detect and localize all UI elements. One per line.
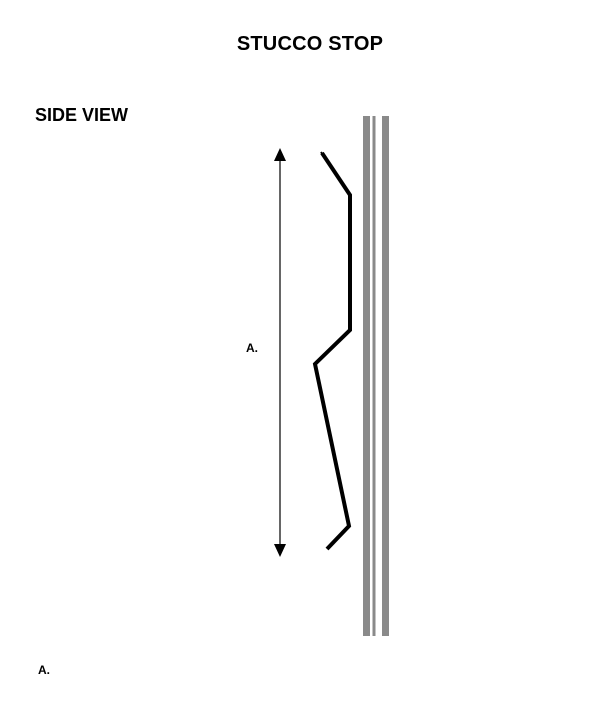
- dimension-arrow-bottom-icon: [274, 544, 286, 557]
- dimension-arrow-top-icon: [274, 148, 286, 161]
- wall-line-1: [363, 116, 370, 636]
- wall-line-2: [372, 116, 376, 636]
- dimension-a: [274, 148, 286, 557]
- page-title: STUCCO STOP: [236, 33, 384, 55]
- wall-lines: [363, 116, 389, 636]
- stucco-stop-profile: [312, 151, 352, 551]
- profile-top-flange: [320, 151, 351, 196]
- dimension-a-label: A.: [246, 341, 258, 355]
- wall-line-3: [382, 116, 389, 636]
- legend-item-a-key: A.: [38, 663, 50, 677]
- side-view-label: SIDE VIEW: [35, 105, 129, 125]
